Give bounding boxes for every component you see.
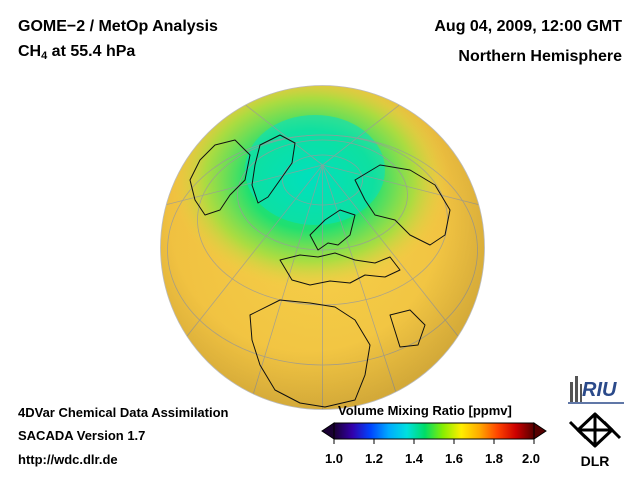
riu-logo: RIU <box>568 376 624 404</box>
footer-assimilation: 4DVar Chemical Data Assimilation <box>18 405 229 420</box>
colorbar-tick-label: 1.8 <box>484 451 504 466</box>
colorbar-tick-marks <box>333 439 535 444</box>
colorbar-left-arrow <box>321 422 335 440</box>
colorbar-tick-label: 1.4 <box>404 451 424 466</box>
hemisphere-globe-map <box>160 85 485 410</box>
title-line-1: GOME−2 / MetOp Analysis <box>18 18 218 35</box>
colorbar-tick-label: 2.0 <box>521 451 541 466</box>
globe-shading <box>160 85 485 410</box>
colorbar-gradient <box>333 422 535 440</box>
colorbar-right-arrow <box>533 422 547 440</box>
species-name: CH <box>18 43 42 60</box>
dlr-logo: DLR <box>568 412 622 469</box>
riu-logo-text: RIU <box>582 379 617 401</box>
region-label: Northern Hemisphere <box>458 48 622 65</box>
pressure-level: at 55.4 hPa <box>47 43 136 60</box>
footer-url[interactable]: http://wdc.dlr.de <box>18 452 118 467</box>
colorbar <box>321 422 547 444</box>
colorbar-tick-label: 1.6 <box>444 451 464 466</box>
riu-logo-mark <box>570 376 582 402</box>
analysis-date: Aug 04, 2009, 12:00 GMT <box>434 18 622 35</box>
colorbar-title: Volume Mixing Ratio [ppmv] <box>338 403 512 418</box>
species-subscript: 4 <box>41 50 48 62</box>
dlr-logo-mark <box>568 412 622 448</box>
title-line-2: CH4 at 55.4 hPa <box>18 43 135 62</box>
dlr-logo-text: DLR <box>581 453 610 469</box>
colorbar-tick-label: 1.0 <box>324 451 344 466</box>
globe-outline <box>160 85 485 410</box>
colorbar-tick-label: 1.2 <box>364 451 384 466</box>
footer-version: SACADA Version 1.7 <box>18 428 146 443</box>
